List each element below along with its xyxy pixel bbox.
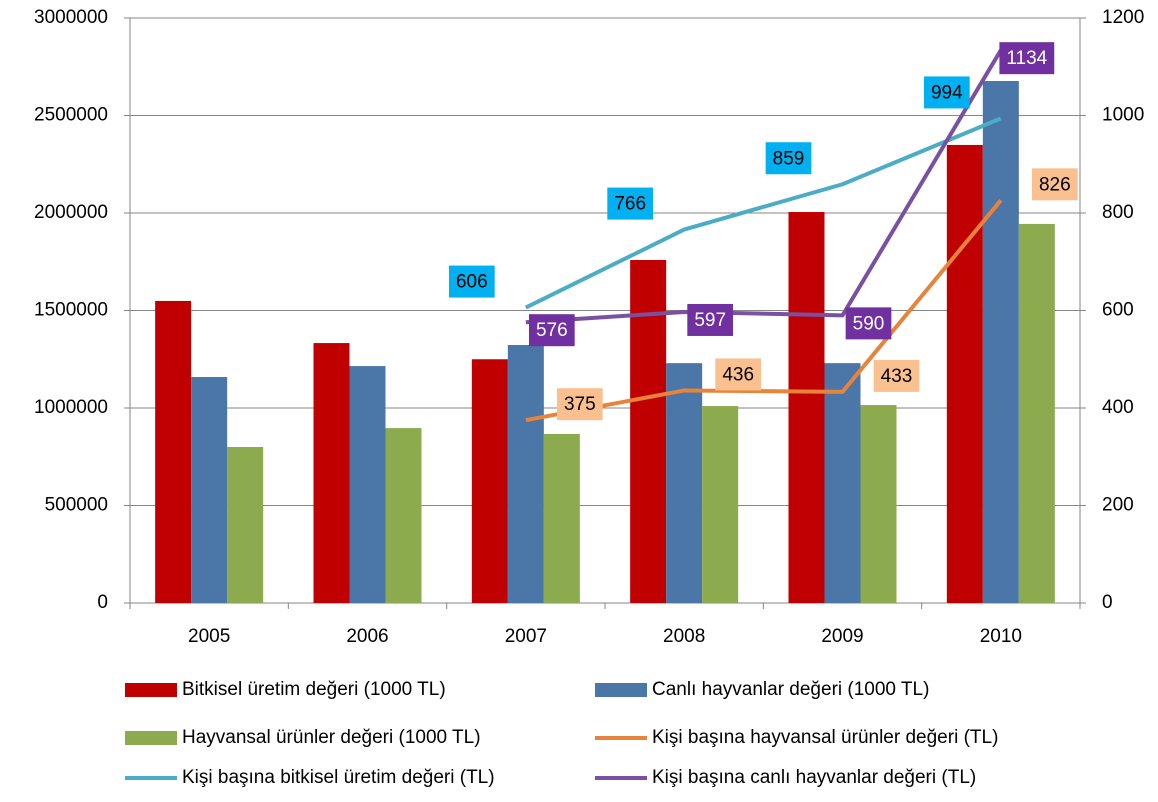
bar bbox=[385, 428, 422, 603]
bar bbox=[666, 363, 703, 603]
bar bbox=[946, 144, 983, 603]
data-label-box bbox=[687, 303, 734, 336]
legend-label: Canlı hayvanlar değeri (1000 TL) bbox=[652, 679, 929, 700]
legend-swatch bbox=[125, 683, 177, 697]
bar bbox=[349, 366, 386, 603]
data-label-box bbox=[607, 187, 654, 220]
legend-label: Kişi başına bitkisel üretim değeri (TL) bbox=[182, 767, 495, 788]
data-label-box bbox=[765, 142, 812, 175]
y-tick-label: 1000000 bbox=[34, 397, 108, 418]
data-label: 597 bbox=[694, 310, 726, 331]
bar bbox=[860, 405, 897, 603]
legend-swatch bbox=[595, 683, 647, 697]
data-label-box bbox=[873, 359, 920, 392]
data-label: 433 bbox=[881, 366, 913, 387]
bar bbox=[982, 80, 1019, 604]
data-label-box bbox=[556, 388, 603, 421]
y2-tick-label: 1200 bbox=[1102, 7, 1144, 28]
x-tick-label: 2007 bbox=[505, 626, 547, 647]
legend-label: Kişi başına hayvansal ürünler değeri (TL… bbox=[652, 727, 998, 748]
bar bbox=[1018, 223, 1055, 604]
data-label: 859 bbox=[773, 148, 805, 169]
bar bbox=[313, 343, 350, 603]
x-tick-label: 2006 bbox=[346, 626, 388, 647]
bar bbox=[824, 363, 861, 603]
bar bbox=[702, 406, 739, 603]
data-label: 576 bbox=[536, 320, 568, 341]
bar bbox=[543, 433, 580, 603]
y2-tick-label: 400 bbox=[1102, 397, 1134, 418]
x-tick-label: 2005 bbox=[188, 626, 230, 647]
line bbox=[524, 116, 1002, 310]
y-tick-label: 1500000 bbox=[34, 300, 108, 321]
data-label: 766 bbox=[614, 194, 646, 215]
data-label: 994 bbox=[931, 82, 963, 103]
x-tick-label: 2008 bbox=[663, 626, 705, 647]
bar bbox=[507, 345, 544, 603]
data-label-box bbox=[528, 314, 575, 347]
data-label-box bbox=[845, 307, 892, 340]
legend-label: Kişi başına canlı hayvanlar değeri (TL) bbox=[652, 767, 976, 788]
data-label-box bbox=[923, 76, 970, 109]
y-tick-label: 0 bbox=[97, 592, 108, 613]
y2-tick-label: 0 bbox=[1102, 592, 1113, 613]
y-tick-label: 2500000 bbox=[34, 105, 108, 126]
data-label-box bbox=[448, 265, 495, 298]
x-tick-label: 2009 bbox=[821, 626, 863, 647]
y2-tick-label: 200 bbox=[1102, 495, 1134, 516]
data-label-box bbox=[999, 42, 1055, 75]
bar bbox=[227, 447, 264, 603]
bar bbox=[191, 376, 228, 603]
y-tick-label: 500000 bbox=[45, 495, 108, 516]
line bbox=[525, 199, 1003, 423]
line bbox=[525, 49, 1003, 325]
y-tick-label: 3000000 bbox=[34, 7, 108, 28]
data-label: 590 bbox=[853, 313, 885, 334]
legend-label: Bitkisel üretim değeri (1000 TL) bbox=[182, 679, 446, 700]
data-label: 1134 bbox=[1006, 48, 1047, 69]
legend-label: Hayvansal ürünler değeri (1000 TL) bbox=[182, 727, 481, 748]
bar bbox=[471, 359, 508, 603]
data-label-box bbox=[1031, 168, 1078, 201]
bar bbox=[630, 259, 667, 603]
y-tick-label: 2000000 bbox=[34, 202, 108, 223]
data-label: 436 bbox=[722, 364, 754, 385]
y2-tick-label: 800 bbox=[1102, 202, 1134, 223]
x-tick-label: 2010 bbox=[980, 626, 1022, 647]
y2-tick-label: 600 bbox=[1102, 300, 1134, 321]
data-label-box bbox=[715, 358, 762, 391]
data-label: 826 bbox=[1039, 174, 1071, 195]
data-label: 375 bbox=[564, 394, 596, 415]
bar bbox=[788, 212, 825, 603]
bar bbox=[155, 300, 192, 603]
data-label: 606 bbox=[456, 272, 488, 293]
legend-swatch bbox=[125, 731, 177, 745]
y2-tick-label: 1000 bbox=[1102, 105, 1144, 126]
